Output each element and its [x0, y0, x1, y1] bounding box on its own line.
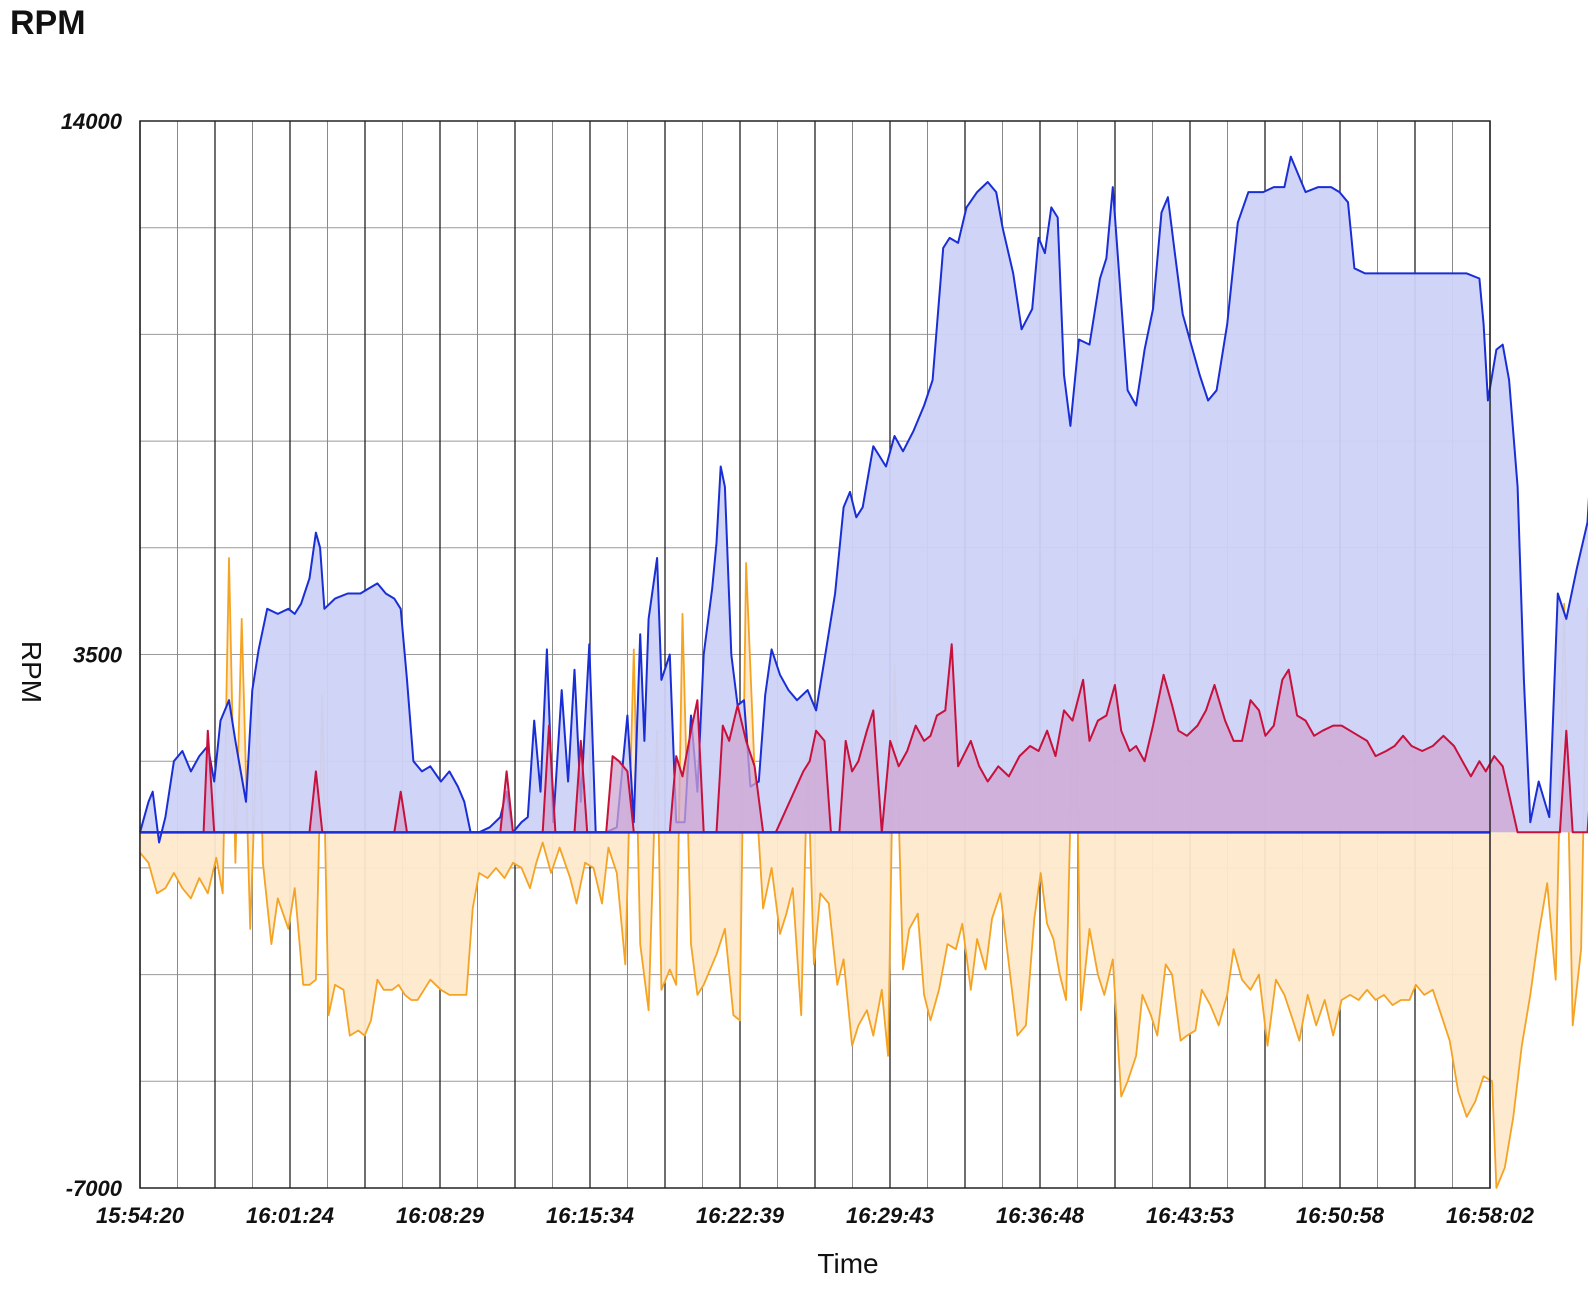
series-line-blue: [139, 155, 1588, 844]
x-tick-label: 15:54:20: [96, 1203, 185, 1228]
x-axis-title: Time: [817, 1248, 878, 1279]
series-line-red: [140, 643, 1588, 834]
plot-frame: [139, 120, 1491, 1189]
x-tick-labels: 15:54:20 16:01:24 16:08:29 16:15:34 16:22:39…: [96, 1203, 1535, 1228]
y-tick-label: -7000: [66, 1176, 123, 1201]
x-tick-label: 16:08:29: [396, 1203, 485, 1228]
series-layer: [139, 155, 1588, 1189]
x-tick-label: 16:01:24: [246, 1203, 334, 1228]
x-tick-label: 16:58:02: [1446, 1203, 1535, 1228]
y-tick-label: 3500: [73, 643, 123, 668]
x-tick-label: 16:29:43: [846, 1203, 934, 1228]
chart-title: RPM: [10, 4, 86, 42]
series-area-red: [140, 644, 1588, 833]
series-area-blue: [140, 156, 1588, 843]
y-tick-label: 14000: [61, 109, 123, 134]
series-area-orange: [140, 558, 1588, 1188]
x-tick-label: 16:36:48: [996, 1203, 1085, 1228]
x-tick-label: 16:43:53: [1146, 1203, 1234, 1228]
y-axis-title: RPM: [16, 641, 47, 703]
x-tick-label: 16:22:39: [696, 1203, 785, 1228]
series-line-orange: [139, 557, 1588, 1189]
x-tick-label: 16:15:34: [546, 1203, 634, 1228]
plot-border: [139, 120, 1491, 1189]
x-tick-label: 16:50:58: [1296, 1203, 1385, 1228]
y-tick-labels: 14000 3500 -7000: [61, 109, 123, 1201]
